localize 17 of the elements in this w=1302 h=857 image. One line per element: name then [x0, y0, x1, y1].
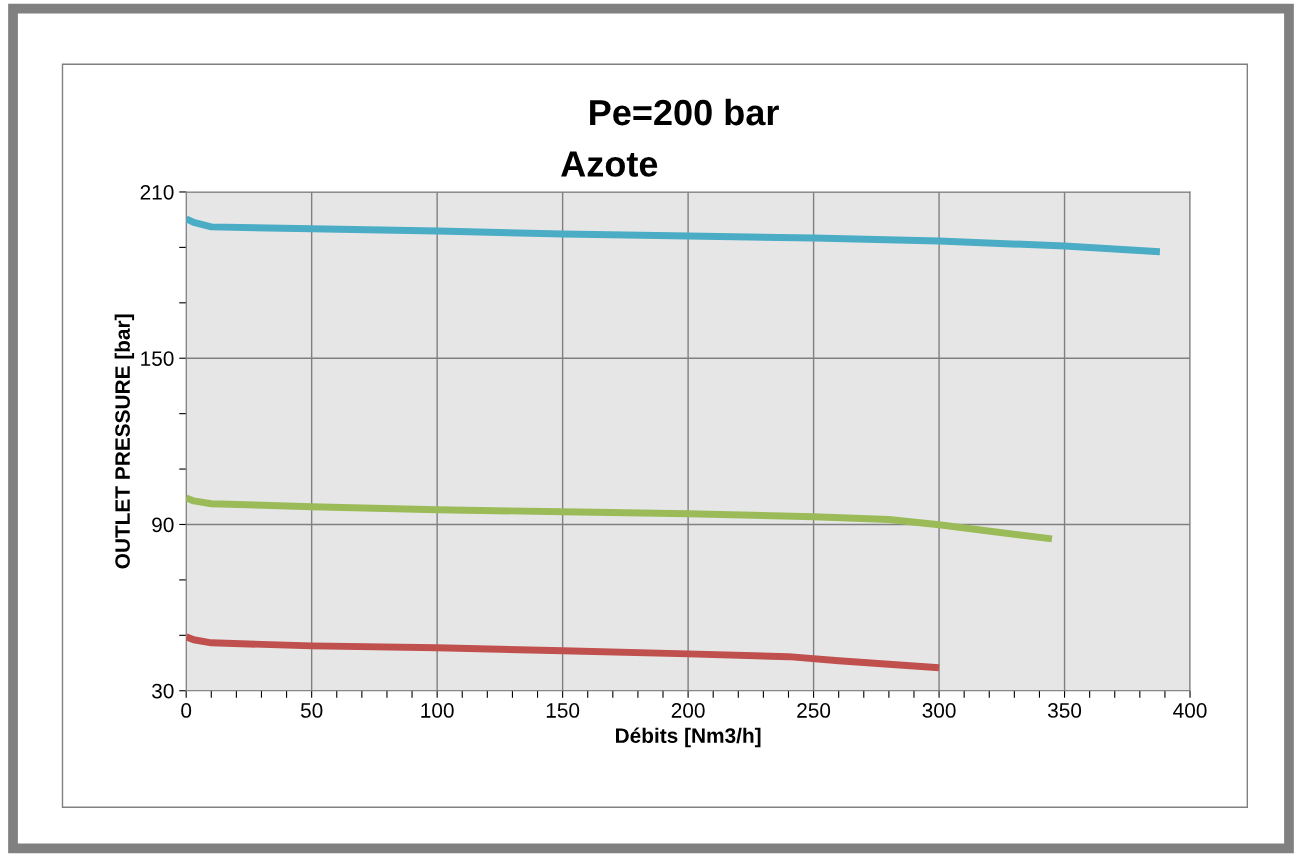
- y-tick-label: 90: [152, 517, 174, 533]
- x-tick-label: 350: [1047, 703, 1082, 718]
- x-axis-title: Débits [Nm3/h]: [616, 727, 761, 748]
- x-tick-label: 400: [1173, 703, 1207, 718]
- y-axis-title: OUTLET PRESSURE [bar]: [114, 314, 135, 569]
- y-tick-label: 210: [140, 184, 174, 200]
- x-tick-label: 250: [797, 703, 831, 718]
- x-tick-label: 150: [546, 703, 580, 718]
- y-tick-label: 30: [152, 683, 174, 699]
- y-tick-label: 150: [141, 351, 174, 366]
- chart-subtitle: Azote: [561, 151, 658, 177]
- x-tick-label: 300: [922, 703, 956, 718]
- chart-title: Pe=200 bar: [590, 98, 779, 126]
- x-tick-label: 100: [421, 703, 454, 718]
- x-tick-label: 0: [181, 703, 192, 718]
- x-tick-label: 200: [671, 703, 705, 718]
- x-tick-label: 50: [300, 703, 323, 718]
